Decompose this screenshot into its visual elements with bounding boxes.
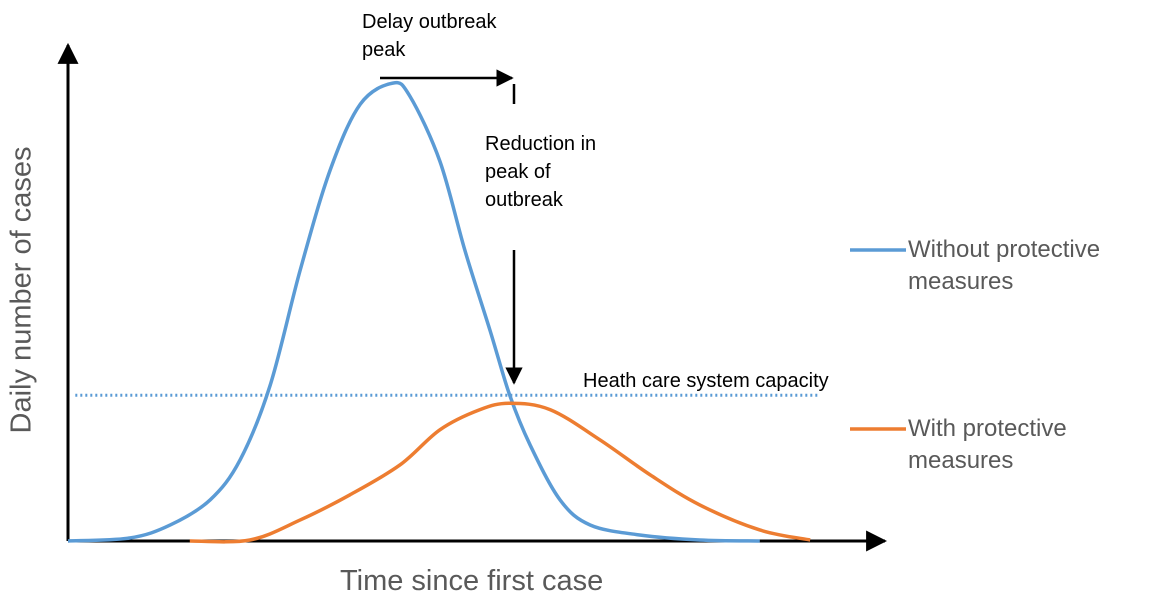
- legend-entry: With protective measures: [908, 415, 1067, 474]
- reduction-annotation: Reduction in peak of outbreak: [485, 133, 597, 211]
- capacity-label: Heath care system capacity: [583, 370, 829, 392]
- series-line: [67, 80, 760, 543]
- delay-annotation: Delay outbreak peak: [362, 11, 497, 61]
- y-axis-title: Daily number of cases: [5, 146, 38, 434]
- series-line: [189, 401, 811, 544]
- legend-entry: Without protective measures: [908, 236, 1101, 295]
- x-axis-title: Time since first case: [340, 565, 604, 597]
